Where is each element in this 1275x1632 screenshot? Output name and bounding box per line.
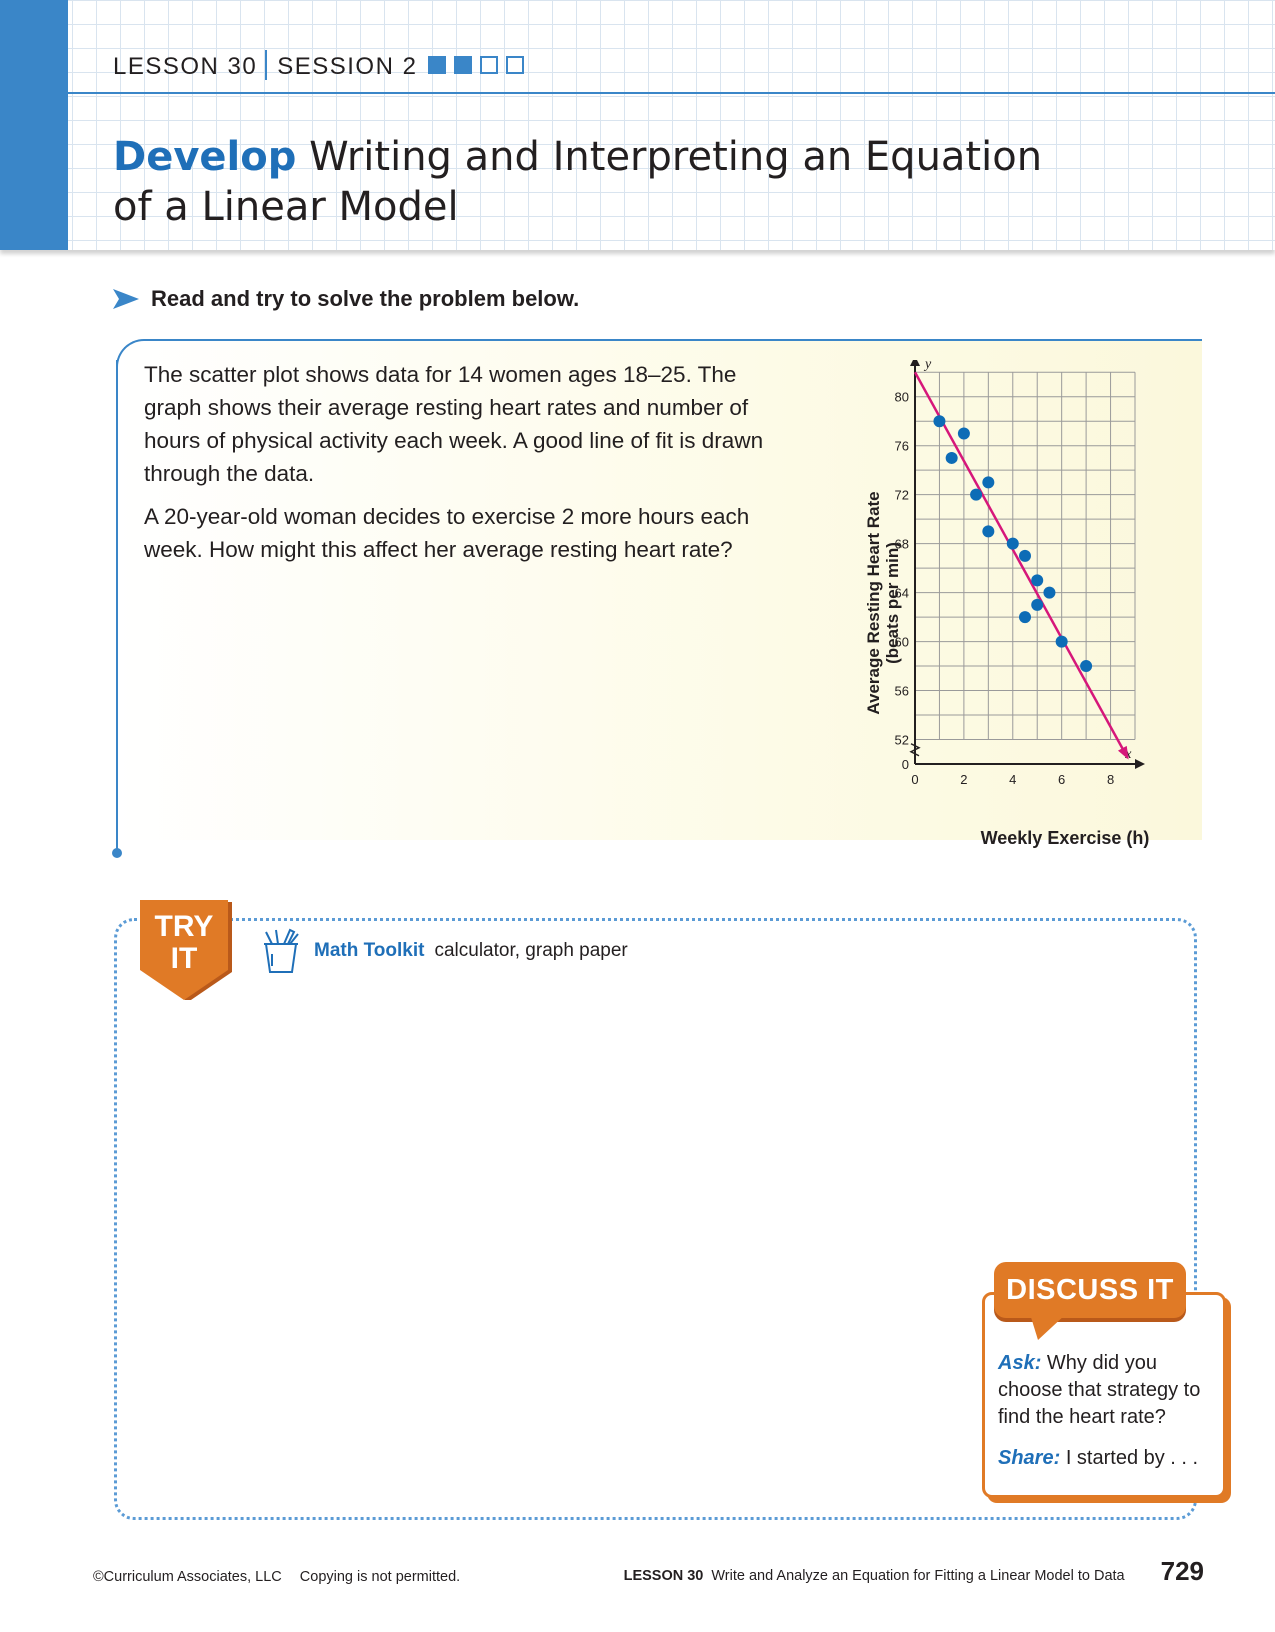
footer-lesson-title: Write and Analyze an Equation for Fittin…	[711, 1568, 1125, 1584]
session-number: SESSION 2	[277, 53, 418, 80]
data-point	[1055, 635, 1068, 648]
share-label: Share:	[998, 1447, 1061, 1469]
lesson-header	[0, 0, 1275, 250]
pencil-cup-icon	[264, 928, 299, 973]
x-tick-label: 8	[1107, 772, 1114, 787]
data-point	[933, 415, 946, 428]
problem-paragraph-1: The scatter plot shows data for 14 women…	[144, 362, 764, 486]
title-line-2: of a Linear Model	[113, 184, 459, 230]
try-it-badge-line-1: TRY	[155, 910, 214, 943]
x-variable-label: x	[1124, 747, 1132, 762]
line-of-fit-arrow-icon	[1117, 745, 1129, 760]
ask-text: Why did you choose that strategy to find…	[998, 1352, 1201, 1428]
y-axis-arrow-icon	[910, 356, 920, 366]
problem-box-top-rule	[144, 339, 1202, 341]
page-number: 729	[1160, 1556, 1204, 1586]
data-point	[982, 476, 995, 489]
copyright-text: ©Curriculum Associates, LLC	[93, 1569, 282, 1585]
label-separator	[265, 50, 268, 80]
lesson-number: LESSON 30	[113, 53, 258, 80]
math-toolkit-items: calculator, graph paper	[434, 940, 628, 961]
y-tick-label: 60	[895, 635, 909, 650]
y-tick-label: 72	[895, 488, 909, 503]
data-point	[945, 451, 958, 464]
session-progress	[428, 56, 524, 74]
y-tick-label: 64	[895, 586, 909, 601]
problem-text: The scatter plot shows data for 14 women…	[144, 358, 794, 576]
session-progress-box	[506, 56, 524, 74]
problem-paragraph-2: A 20-year-old woman decides to exercise …	[144, 504, 750, 562]
session-progress-box	[428, 56, 446, 74]
data-point	[1043, 586, 1056, 599]
x-tick-label: 4	[1009, 772, 1016, 787]
title-keyword: Develop	[113, 134, 297, 180]
y-tick-label: 56	[895, 684, 909, 699]
data-point	[1080, 660, 1093, 673]
copy-notice: Copying is not permitted.	[299, 1569, 461, 1585]
y-tick-label: 52	[895, 733, 909, 748]
share-text: I started by . . .	[1065, 1447, 1199, 1469]
data-point	[1031, 574, 1044, 587]
data-point	[1019, 549, 1031, 562]
line-of-fit	[913, 371, 1129, 759]
page-title: Develop Writing and Interpreting an Equa…	[113, 132, 1042, 232]
problem-box-left-rule	[116, 360, 118, 850]
y-tick-label: 80	[895, 390, 909, 405]
discuss-it-card	[982, 1292, 1226, 1498]
y-axis-label: Average Resting Heart Rate	[864, 491, 883, 714]
session-progress-box	[480, 56, 498, 74]
session-progress-box	[454, 56, 472, 74]
y-tick-label: 68	[895, 537, 909, 552]
math-toolkit: Math Toolkit calculator, graph paper	[260, 928, 628, 974]
math-toolkit-label: Math Toolkit	[314, 940, 425, 961]
x-axis-label: Weekly Exercise (h)	[981, 828, 1150, 848]
problem-box	[116, 340, 1202, 840]
problem-box-end-dot	[112, 848, 122, 858]
footer-lesson-number: LESSON 30	[623, 1568, 704, 1584]
speech-bubble-tail-icon	[1030, 1314, 1066, 1340]
data-point	[1006, 537, 1019, 550]
discuss-it-title: DISCUSS IT	[994, 1262, 1186, 1318]
instruction-text: Read and try to solve the problem below.	[151, 286, 580, 311]
y-axis-label-units: (beats per min)	[883, 542, 902, 664]
data-point	[957, 427, 970, 440]
x-tick-label: 2	[960, 772, 967, 787]
footer-copyright: ©Curriculum Associates, LLC Copying is no…	[93, 1569, 460, 1585]
lesson-session-label: LESSON 30 SESSION 2	[113, 50, 417, 81]
x-tick-label: 6	[1058, 772, 1065, 787]
ask-label: Ask:	[998, 1352, 1042, 1374]
try-it-workspace[interactable]	[114, 918, 1197, 1520]
x-tick-label: 0	[911, 772, 918, 787]
data-point	[1019, 611, 1031, 624]
header-color-tab	[0, 0, 68, 250]
footer-lesson-info: LESSON 30 Write and Analyze an Equation …	[624, 1556, 1204, 1587]
discuss-share: Share: I started by . . .	[998, 1445, 1213, 1472]
x-axis-arrow-icon	[1135, 759, 1145, 769]
data-point	[1031, 598, 1044, 611]
y-tick-label-zero: 0	[902, 757, 909, 772]
data-point	[982, 525, 995, 538]
try-it-badge: TRY IT	[140, 900, 234, 1002]
instruction: Read and try to solve the problem below.	[113, 286, 579, 312]
title-line-1: Writing and Interpreting an Equation	[309, 134, 1043, 180]
try-it-badge-line-2: IT	[171, 942, 198, 975]
discuss-it-prompts: Ask: Why did you choose that strategy to…	[998, 1350, 1213, 1486]
y-variable-label: y	[923, 360, 932, 372]
arrow-icon	[113, 289, 139, 309]
discuss-ask: Ask: Why did you choose that strategy to…	[998, 1350, 1213, 1431]
axis-break-icon	[909, 743, 921, 757]
y-tick-label: 76	[895, 439, 909, 454]
data-point	[970, 488, 983, 501]
header-rule	[68, 92, 1275, 94]
try-it-badge-shape: TRY IT	[140, 900, 232, 1002]
